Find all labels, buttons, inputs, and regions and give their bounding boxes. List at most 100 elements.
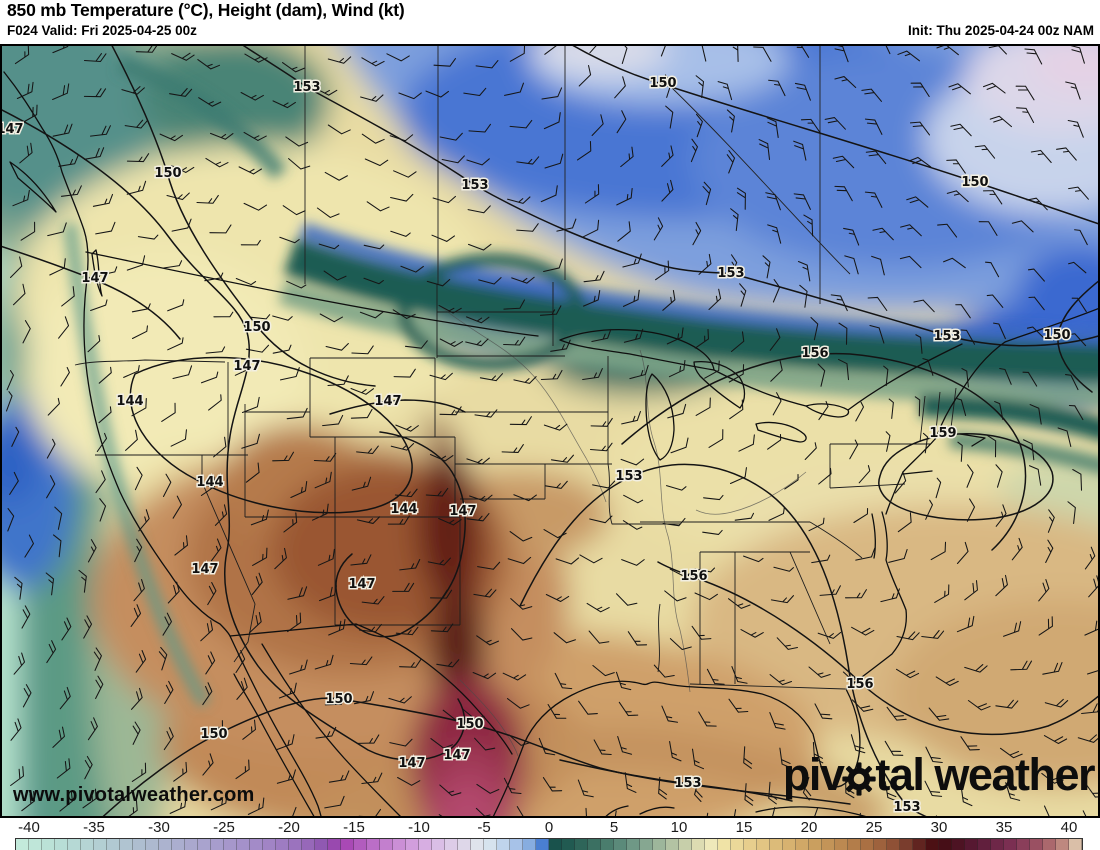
wind-barb <box>1068 261 1087 274</box>
wind-barb <box>351 476 372 491</box>
wind-barb <box>501 444 524 453</box>
contour-label: 147 <box>449 504 476 519</box>
wind-barb <box>210 538 222 562</box>
wind-barb <box>19 142 33 164</box>
contour-label: 147 <box>0 122 24 137</box>
colorbar-cell <box>1043 839 1056 850</box>
wind-barb <box>694 567 716 573</box>
wind-barb <box>1028 296 1045 311</box>
colorbar-tick: 20 <box>800 819 818 836</box>
wind-barb <box>664 590 687 602</box>
wind-barb <box>245 344 270 353</box>
wind-barb <box>126 255 146 271</box>
wind-barb <box>834 185 853 202</box>
wind-barb <box>544 153 564 169</box>
colorbar-tick: 25 <box>865 819 883 836</box>
wind-barb <box>356 445 379 455</box>
wind-barb <box>1071 297 1087 313</box>
wind-barb <box>629 364 649 380</box>
wind-barb <box>900 224 922 237</box>
colorbar-cell <box>16 839 29 850</box>
wind-barb <box>162 473 172 498</box>
wind-barb <box>172 495 182 519</box>
colorbar-cell <box>172 839 185 850</box>
contour-label: 147 <box>191 562 218 577</box>
wind-barb <box>623 328 644 343</box>
wind-barb <box>743 555 764 563</box>
colorbar-tick: -30 <box>148 819 170 836</box>
wind-barb <box>802 776 812 801</box>
wind-barb <box>47 222 67 237</box>
colorbar-cell <box>315 839 328 850</box>
wind-barb <box>668 359 686 378</box>
wind-barb <box>1056 147 1077 161</box>
wind-barb <box>995 574 1008 597</box>
wind-barb <box>734 512 755 521</box>
wind-barb <box>249 314 271 320</box>
wind-barb <box>164 680 174 705</box>
colorbar-cell <box>302 839 315 850</box>
wind-barb <box>621 559 645 566</box>
wind-barb <box>1068 404 1084 421</box>
wind-barb <box>818 400 829 421</box>
colorbar-cell <box>484 839 497 850</box>
colorbar-tick: -20 <box>278 819 300 836</box>
wind-barb <box>388 696 412 704</box>
colorbar-cell <box>55 839 68 850</box>
wind-barb <box>196 194 219 204</box>
colorbar-cell <box>965 839 978 850</box>
wind-barb <box>465 338 489 347</box>
colorbar-tick: -35 <box>83 819 105 836</box>
contour-label: 147 <box>443 748 470 763</box>
wind-barb <box>95 470 106 494</box>
wind-barb <box>999 747 1023 759</box>
wind-barb <box>98 366 112 384</box>
wind-barb <box>834 76 857 89</box>
wind-barb <box>957 441 963 462</box>
wind-barb <box>327 56 352 64</box>
contour-label: 153 <box>933 329 960 344</box>
wind-barb <box>502 672 527 681</box>
colorbar-cell <box>679 839 692 850</box>
wind-barb <box>1010 660 1033 671</box>
colorbar-cell <box>809 839 822 850</box>
wind-barb <box>986 294 1004 308</box>
wind-barb <box>946 190 969 203</box>
wind-barb <box>387 515 410 525</box>
wind-barb <box>398 92 422 100</box>
wind-barb <box>479 373 504 382</box>
wind-barb <box>274 547 287 570</box>
wind-barb <box>1044 698 1069 708</box>
wind-barb <box>315 726 337 739</box>
wind-barb <box>967 699 991 711</box>
colorbar-cell <box>549 839 562 850</box>
wind-barb <box>476 783 500 794</box>
map-frame <box>0 44 1100 818</box>
colorbar-cell <box>952 839 965 850</box>
wind-barb <box>851 626 875 636</box>
wind-barb <box>59 791 73 812</box>
wind-barb <box>83 147 105 160</box>
wind-barb <box>966 464 974 488</box>
contour-label: 144 <box>390 502 417 517</box>
wind-barb <box>726 109 735 133</box>
wind-barb <box>1030 149 1052 164</box>
wind-barb <box>694 329 709 349</box>
wind-barb <box>691 748 705 770</box>
wind-barb <box>242 719 256 740</box>
wind-barb <box>765 192 781 211</box>
wind-barb <box>16 81 34 100</box>
wind-barb <box>235 759 250 780</box>
wind-barb <box>1085 783 1100 798</box>
wind-barb <box>861 88 883 102</box>
wind-barb <box>431 234 455 242</box>
wind-barb <box>234 362 252 376</box>
colorbar-cell <box>185 839 198 850</box>
wind-barb <box>163 727 174 751</box>
wind-barb <box>468 123 492 133</box>
colorbar-tick-labels: -40 -35 -30 -25 -20 -15 -10 -5 0 5 10 15 20 25 30 35 40 <box>0 818 1100 837</box>
wind-barb <box>1022 439 1035 461</box>
wind-barb <box>318 243 340 250</box>
wind-barb <box>1016 107 1035 124</box>
